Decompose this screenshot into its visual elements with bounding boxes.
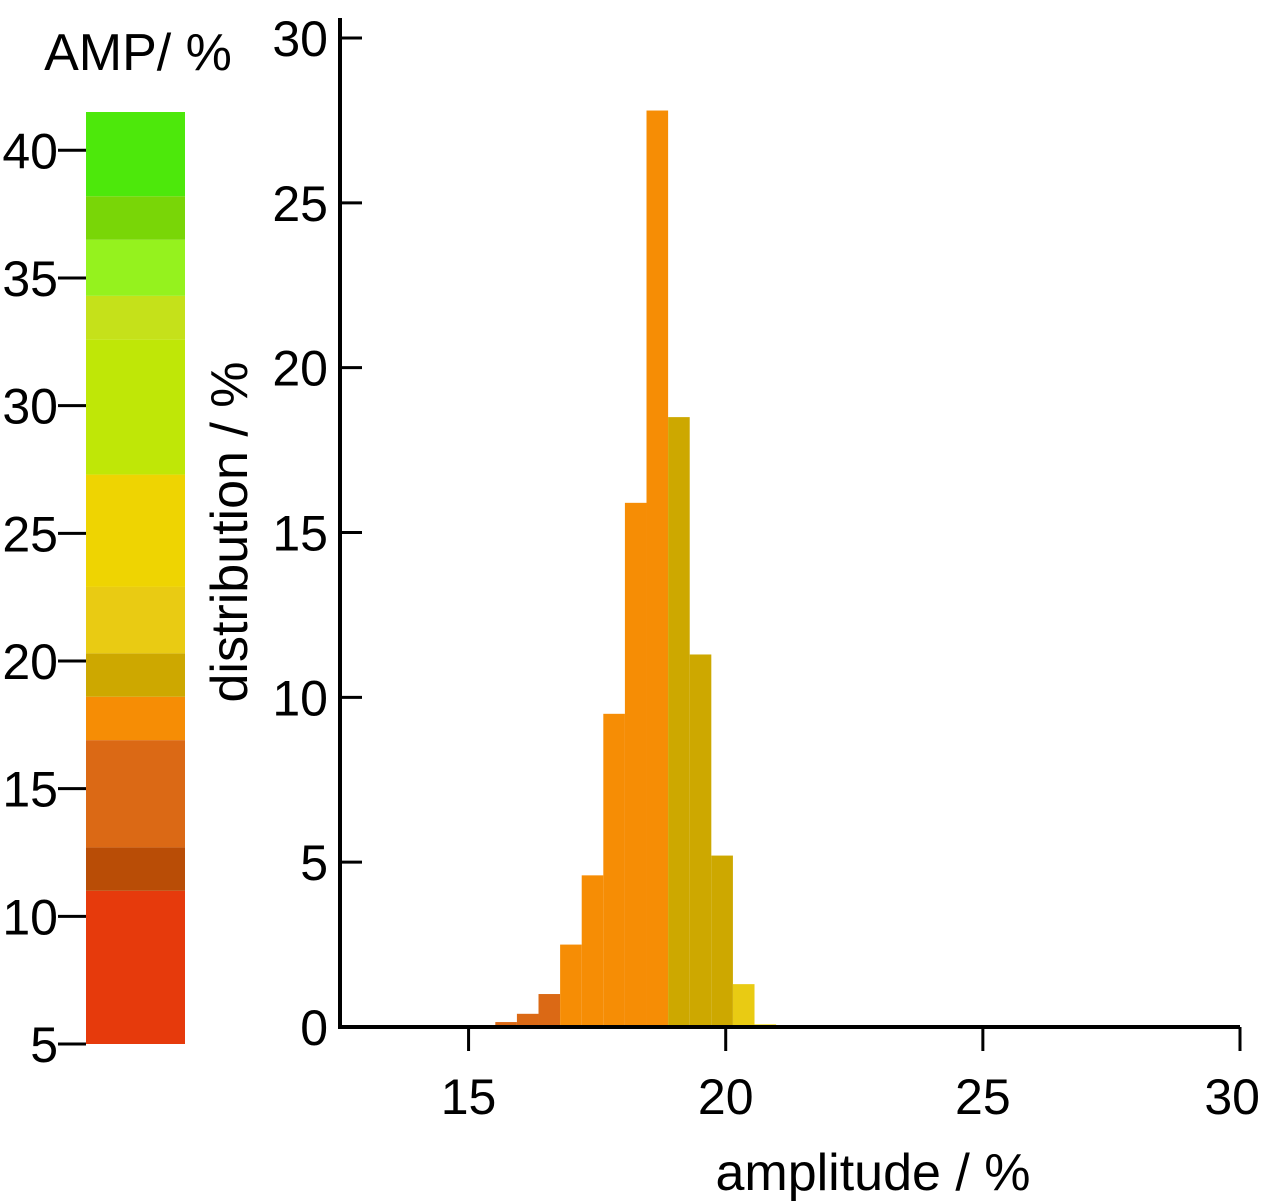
colorbar-band (86, 847, 185, 891)
y-axis-title: distribution / % (201, 361, 259, 702)
y-tick-label: 25 (272, 176, 328, 232)
histogram-bar (516, 1013, 539, 1027)
y-axis-ticks: 0 5 10 15 20 25 30 (272, 11, 362, 1056)
colorbar-tick-label: 15 (2, 762, 58, 818)
x-tick-label: 15 (441, 1069, 497, 1125)
colorbar-band (86, 740, 185, 848)
histogram-bar (732, 984, 755, 1027)
histogram-bar (624, 502, 647, 1028)
colorbar-tick-label: 35 (2, 251, 58, 307)
colorbar-band (86, 196, 185, 240)
colorbar-tick-label: 25 (2, 506, 58, 562)
colorbar-ticks: 5 10 15 20 25 30 35 40 (2, 123, 86, 1073)
colorbar-tick-label: 10 (2, 889, 58, 945)
colorbar-band (86, 890, 185, 1044)
colorbar-band (86, 112, 185, 197)
colorbar-band (86, 295, 185, 340)
y-tick-label: 0 (300, 1000, 328, 1056)
colorbar-band (86, 474, 185, 587)
y-tick-label: 10 (272, 670, 328, 726)
x-axis-ticks: 15 20 25 30 (441, 1027, 1260, 1125)
y-tick-label: 5 (300, 835, 328, 891)
colorbar-band (86, 586, 185, 654)
colorbar-band (86, 339, 185, 475)
colorbar-title: AMP/ % (44, 24, 232, 82)
histogram-bar (646, 110, 669, 1027)
histogram-bars (473, 110, 777, 1028)
histogram-bar (581, 875, 604, 1027)
x-tick-label: 30 (1204, 1069, 1260, 1125)
histogram-bar (689, 654, 712, 1027)
colorbar-band (86, 239, 185, 296)
histogram-bar (495, 1022, 517, 1027)
colorbar-tick-label: 5 (30, 1017, 58, 1073)
histogram-bar (711, 855, 733, 1027)
colorbar-bands (86, 112, 185, 1044)
colorbar-tick-label: 30 (2, 379, 58, 435)
colorbar-tick-label: 20 (2, 634, 58, 690)
colorbar-band (86, 696, 185, 741)
x-tick-label: 25 (955, 1069, 1011, 1125)
y-tick-label: 15 (272, 506, 328, 562)
histogram-bar (668, 417, 690, 1027)
y-tick-label: 20 (272, 341, 328, 397)
histogram-bar (603, 713, 625, 1027)
y-tick-label: 30 (272, 11, 328, 67)
x-tick-label: 20 (698, 1069, 754, 1125)
histogram-bar (538, 994, 561, 1027)
colorbar-band (86, 653, 185, 697)
histogram-bar (560, 944, 582, 1027)
colorbar-tick-label: 40 (2, 123, 58, 179)
x-axis-title: amplitude / % (715, 1144, 1030, 1202)
